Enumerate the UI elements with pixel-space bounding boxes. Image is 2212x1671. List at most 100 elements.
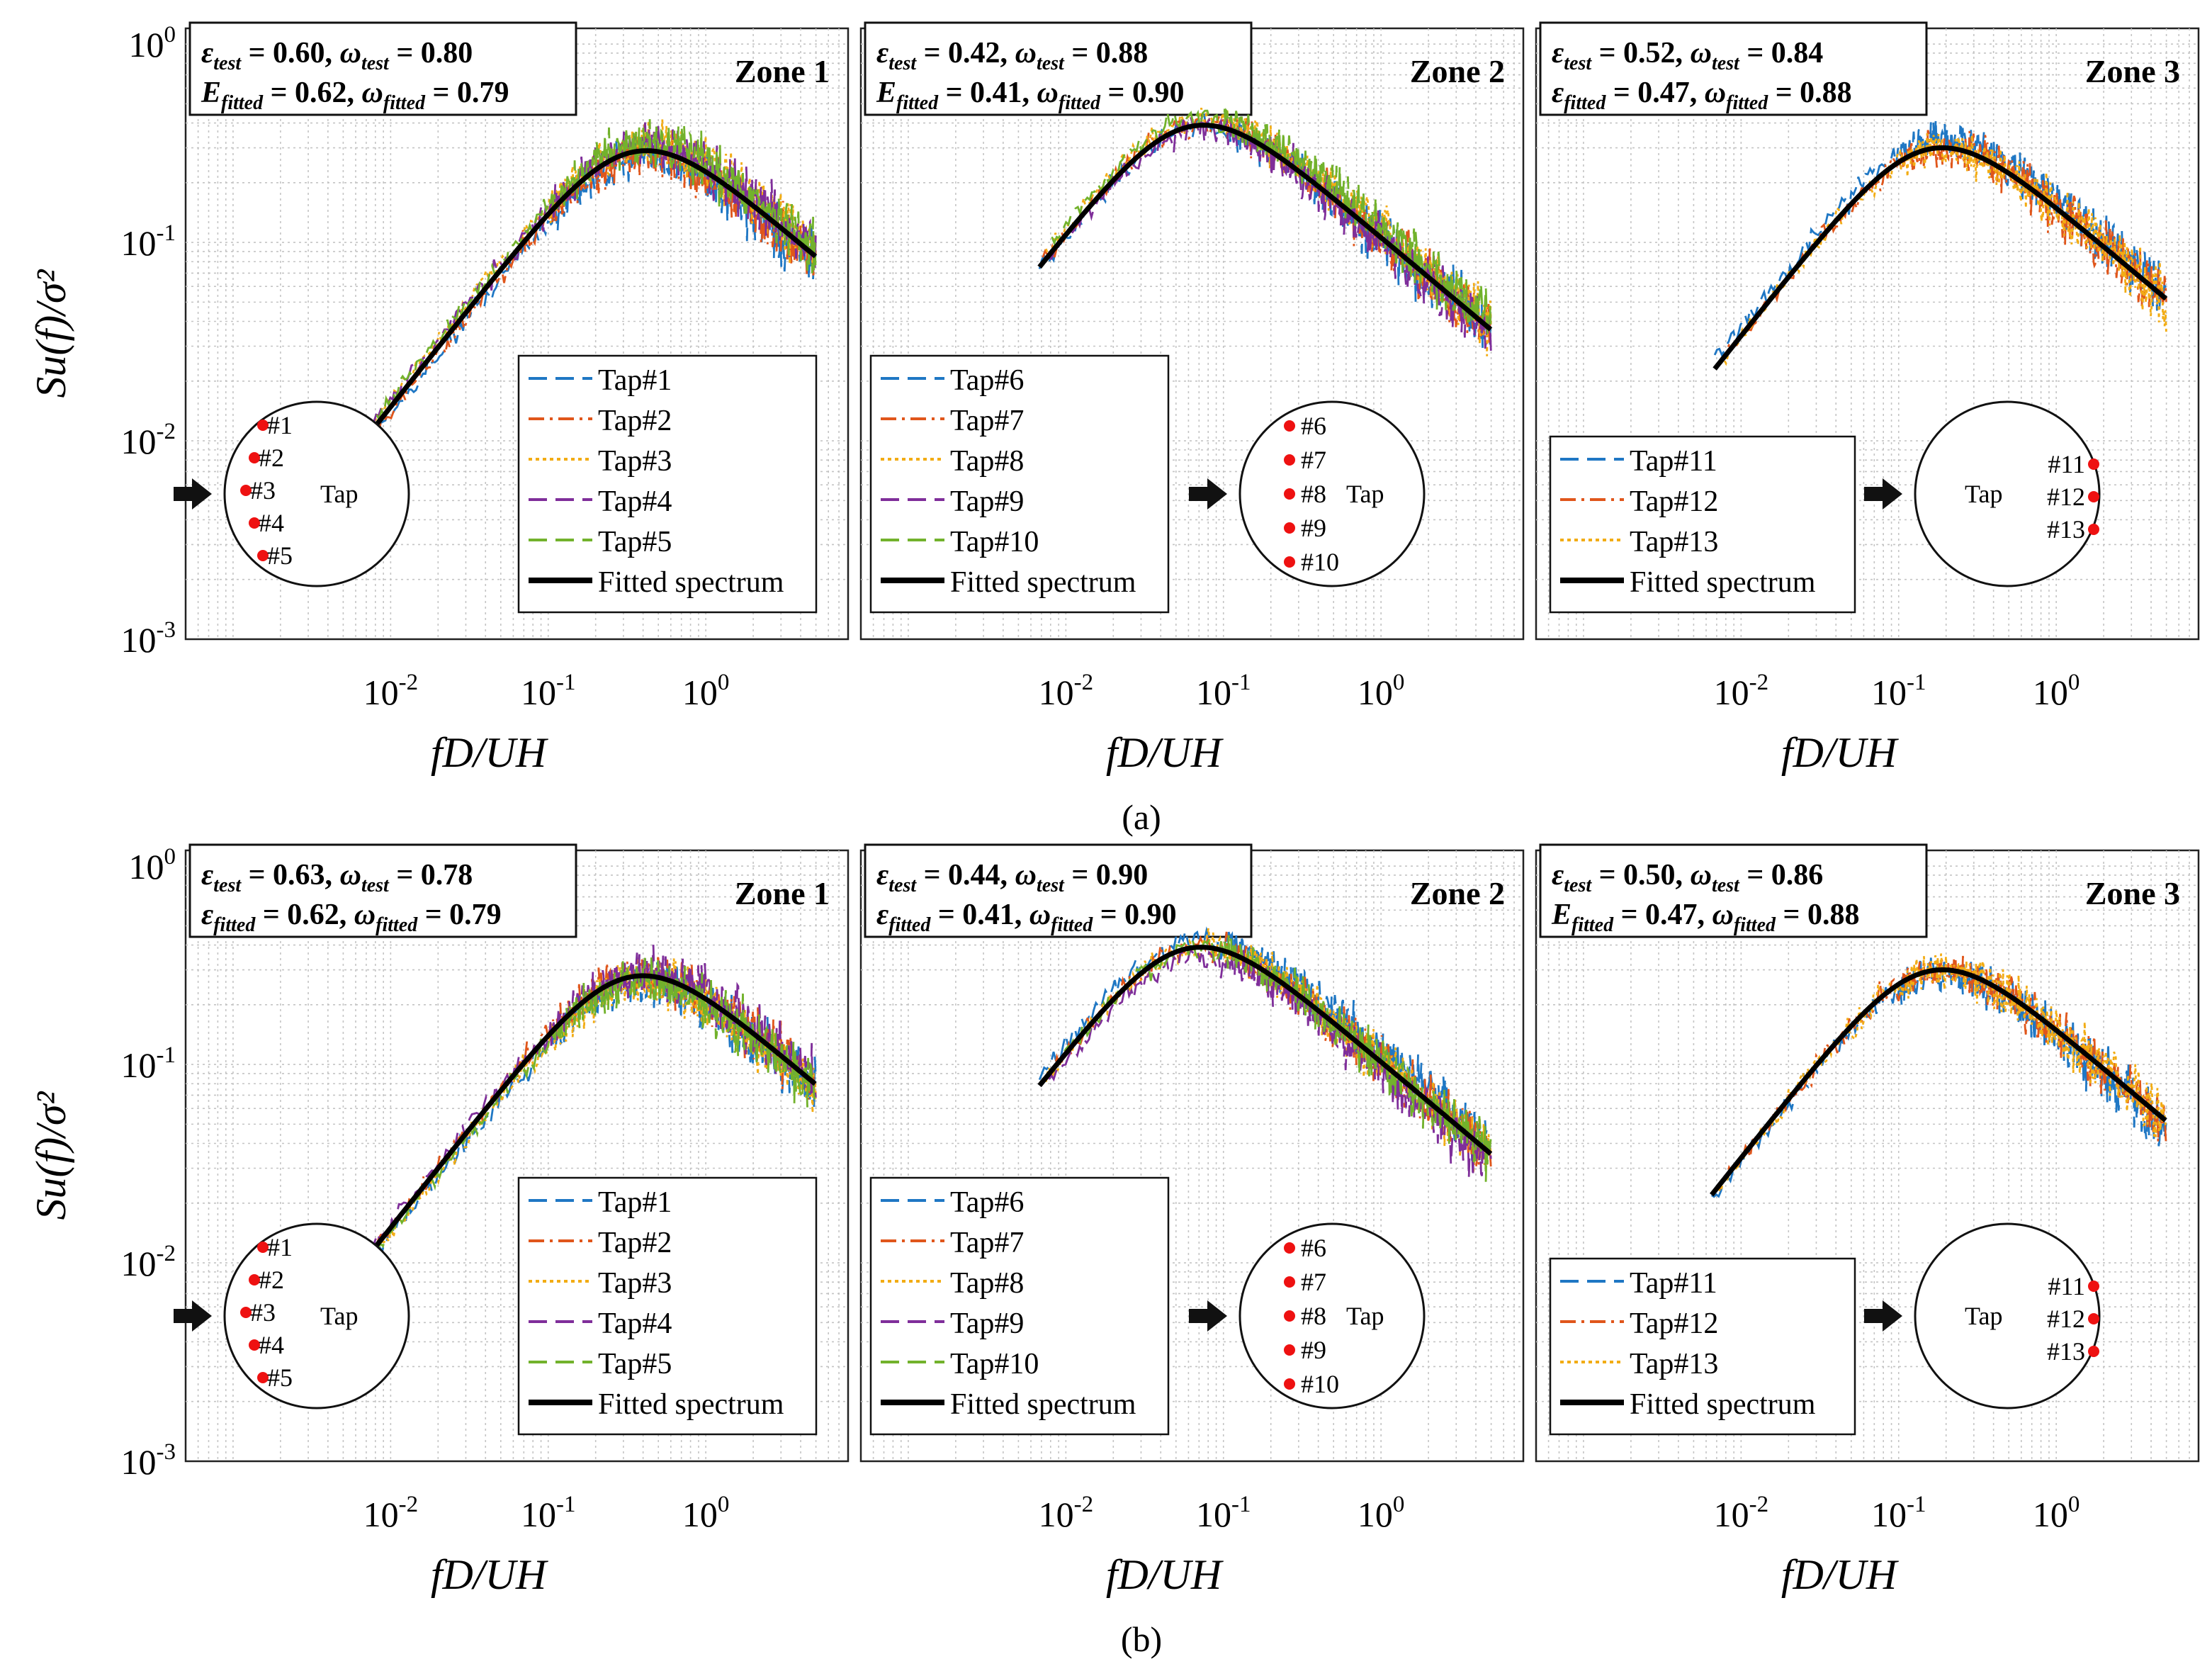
tap-marker <box>249 1274 260 1285</box>
x-tick-label: 100 <box>1358 1492 1405 1534</box>
tap-location-diagram: #11 #12 #13 Tap <box>1864 400 2101 587</box>
tap-label: #7 <box>1301 446 1326 474</box>
series-tap-13 <box>1720 133 2167 366</box>
measured-spectra <box>1037 926 1493 1182</box>
legend-label: Tap#11 <box>1630 1267 1717 1300</box>
tap-label: #5 <box>267 1363 293 1392</box>
row-label-a: (a) <box>1122 797 1161 837</box>
tap-marker <box>257 1242 269 1253</box>
tap-word: Tap <box>1965 480 2002 508</box>
zone-label: Zone 1 <box>735 875 830 911</box>
tap-label: #4 <box>259 1331 284 1359</box>
tap-marker <box>2088 458 2099 470</box>
legend-label: Tap#6 <box>950 364 1024 397</box>
legend-label: Tap#8 <box>950 445 1024 478</box>
legend-label: Tap#5 <box>598 526 672 558</box>
tap-marker <box>2088 1313 2099 1324</box>
legend: Tap#11 Tap#12 Tap#13 Fitted spectrum <box>1549 1257 1856 1436</box>
tap-marker <box>2088 1346 2099 1357</box>
params-line: Efitted = 0.47, ωfitted = 0.88 <box>1551 899 1859 936</box>
tap-marker <box>257 1372 269 1383</box>
wind-arrow-icon <box>1189 478 1227 510</box>
tap-location-diagram: #6 #7 #8 #9 #10 Tap <box>1189 400 1426 587</box>
tap-marker <box>2088 491 2099 502</box>
params-line: εtest = 0.63, ωtest = 0.78 <box>201 859 473 896</box>
series-tap-4 <box>373 120 817 423</box>
legend-label-fitted: Fitted spectrum <box>950 566 1136 599</box>
measured-spectra <box>1037 108 1493 356</box>
tap-marker <box>1284 1378 1295 1390</box>
tap-location-diagram: #1 #2 #3 #4 #5 Tap <box>174 400 410 587</box>
measured-spectra <box>359 945 817 1272</box>
x-tick-label: 10-1 <box>521 670 576 712</box>
zone-label: Zone 2 <box>1410 875 1505 911</box>
tap-marker <box>249 452 260 463</box>
wind-arrow-icon <box>174 1300 212 1332</box>
y-axis-label: Su(f)/σ² <box>28 1091 74 1220</box>
wind-arrow-icon <box>1864 478 1902 510</box>
zone-label: Zone 3 <box>2085 875 2180 911</box>
tap-label: #12 <box>2047 1305 2085 1333</box>
x-axis-label: fD/UH <box>431 729 549 776</box>
legend-label-fitted: Fitted spectrum <box>950 1388 1136 1421</box>
legend-frame <box>869 1176 1170 1436</box>
zone-label: Zone 1 <box>735 53 830 89</box>
tap-marker <box>257 420 269 431</box>
series-tap-12 <box>1717 130 2167 365</box>
series-tap-10 <box>1051 108 1492 336</box>
y-tick-label: 10-1 <box>121 220 176 263</box>
x-tick-label: 100 <box>682 1492 730 1534</box>
legend-frame <box>517 354 818 614</box>
tap-label: #6 <box>1301 412 1326 440</box>
x-tick-label: 10-1 <box>521 1492 576 1534</box>
y-tick-label: 10-2 <box>121 1241 176 1283</box>
x-axis-label: fD/UH <box>431 1551 549 1598</box>
params-line: Efitted = 0.62, ωfitted = 0.79 <box>201 77 509 114</box>
legend-label: Tap#5 <box>598 1348 672 1380</box>
legend-label: Tap#7 <box>950 1227 1024 1259</box>
chart-panel-6: 10-2 10-1 100 fD/UH εtest = 0.50, ωtest = 0.… <box>1535 843 2200 1598</box>
tap-marker <box>2088 1281 2099 1292</box>
y-axis-label: Su(f)/σ² <box>28 269 74 398</box>
x-tick-label: 10-2 <box>1714 670 1769 712</box>
tap-label: #11 <box>2048 450 2085 478</box>
tap-word: Tap <box>320 1302 358 1330</box>
x-tick-label: 100 <box>2033 1492 2080 1534</box>
tap-word: Tap <box>1346 480 1384 508</box>
x-axis-label: fD/UH <box>1781 729 1900 776</box>
row-label-b: (b) <box>1121 1619 1162 1659</box>
chart-panel-5: 10-2 10-1 100 fD/UH εtest = 0.44, ωtest = 0.… <box>859 843 1525 1598</box>
tap-label: #5 <box>267 541 293 570</box>
series-tap-10 <box>1051 934 1492 1182</box>
y-tick-label: 100 <box>129 22 176 64</box>
y-tick-label: 10-1 <box>121 1042 176 1085</box>
legend-label: Tap#2 <box>598 405 672 437</box>
cylinder-circle <box>223 400 410 587</box>
y-tick-label: 100 <box>129 844 176 887</box>
params-line: εtest = 0.60, ωtest = 0.80 <box>201 37 473 74</box>
legend: Tap#1 Tap#2 Tap#3 Tap#4 Tap#5 Fitted spectrum <box>517 1176 818 1436</box>
y-tick-label: 10-3 <box>121 1439 176 1482</box>
x-tick-label: 100 <box>682 670 730 712</box>
fitted-spectrum-line <box>359 973 817 1267</box>
params-line: εfitted = 0.41, ωfitted = 0.90 <box>876 899 1177 936</box>
tap-label: #6 <box>1301 1234 1326 1262</box>
chart-panel-1: 100 10-1 10-2 10-3 Su(f)/σ² 10-2 10-1 100 fD/UH ε… <box>28 21 850 776</box>
legend-label: Tap#4 <box>598 1307 672 1340</box>
tap-label: #1 <box>267 1233 293 1261</box>
params-frame <box>864 843 1253 938</box>
legend-label: Tap#9 <box>950 485 1024 518</box>
params-frame <box>188 21 577 116</box>
tap-label: #1 <box>267 411 293 439</box>
legend-label: Tap#3 <box>598 1267 672 1300</box>
cylinder-circle <box>223 1222 410 1410</box>
x-tick-label: 10-1 <box>1196 1492 1251 1534</box>
params-line: εtest = 0.42, ωtest = 0.88 <box>876 37 1148 74</box>
legend-label-fitted: Fitted spectrum <box>1630 1388 1816 1421</box>
tap-label: #4 <box>259 509 284 537</box>
x-tick-label: 10-2 <box>363 1492 419 1534</box>
